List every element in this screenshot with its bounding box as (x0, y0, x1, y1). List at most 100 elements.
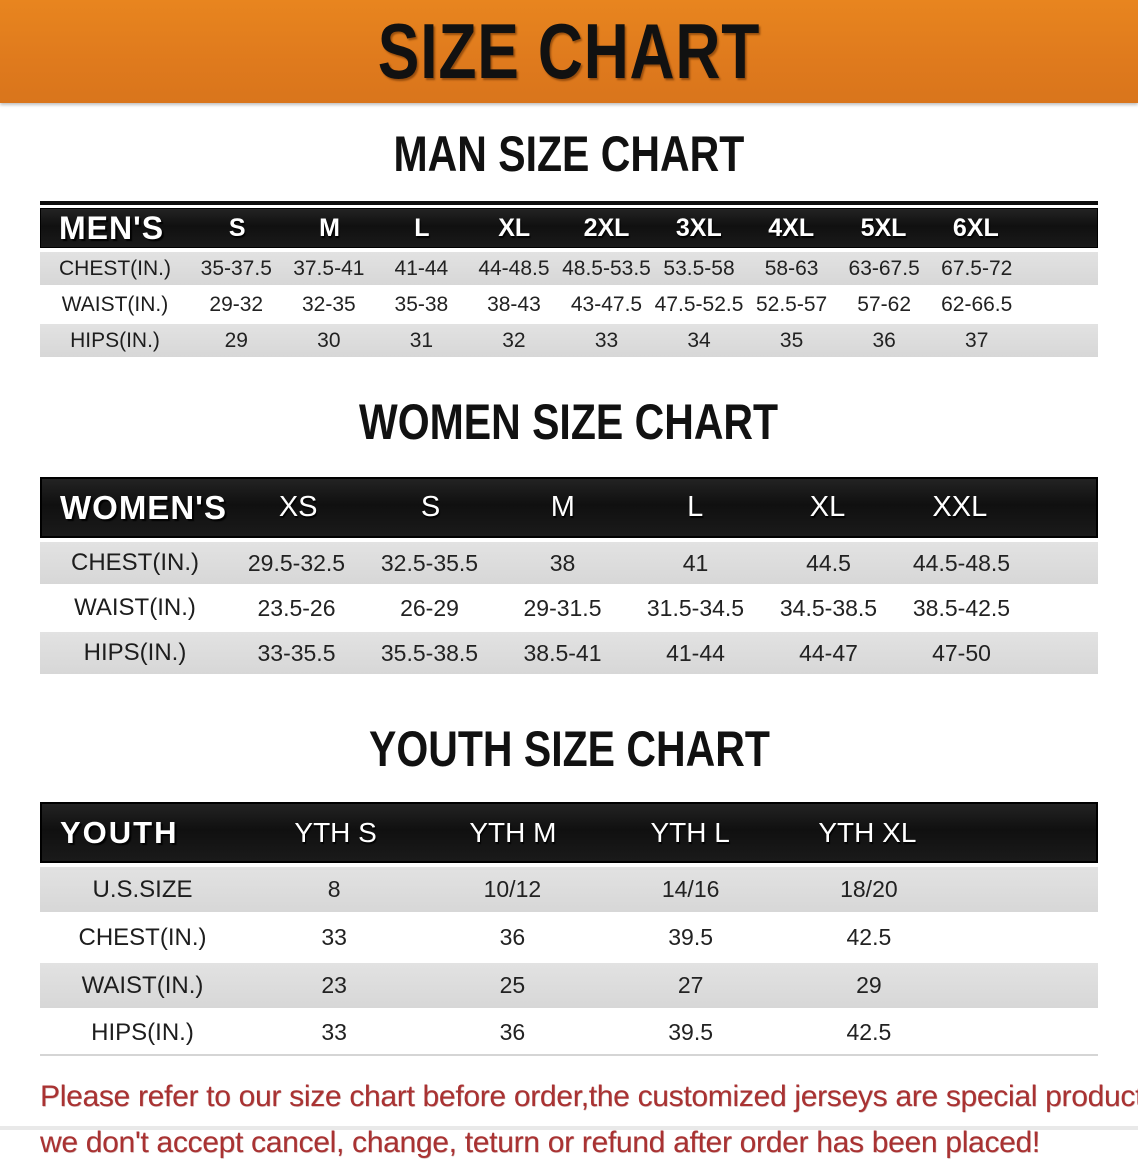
table-cell: 38 (549, 549, 576, 576)
section-title-text: YOUTH SIZE CHART (368, 721, 770, 777)
table-cell: 25 (499, 972, 526, 998)
column-header: XS (278, 491, 318, 523)
table-cell: 14/16 (661, 876, 720, 902)
table-row: HIPS(IN.) 33 36 39.5 42.5 (40, 1011, 1098, 1056)
youth-size-table: YOUTH YTH S YTH M YTH L YTH XL U.S.SIZE 8 10/12… (40, 802, 1098, 1056)
row-label: HIPS(IN.) (91, 1018, 194, 1046)
table-cell: 39.5 (668, 1019, 713, 1045)
table-cell: 47.5-52.5 (654, 292, 744, 316)
section-mens: MAN SIZE CHART MEN'S S M L XL 2XL 3XL 4XL 5XL 6XL C… (0, 125, 1138, 357)
table-cell: 33 (321, 924, 347, 950)
table-cell: 29-31.5 (523, 594, 602, 621)
row-label: CHEST(IN.) (71, 549, 199, 576)
table-cell: 44.5 (806, 549, 851, 576)
table-cell: 8 (327, 876, 341, 902)
table-cell: 33 (321, 1019, 347, 1045)
womens-size-table: WOMEN'S XS S M L XL XXL CHEST(IN.) 29.5-32.5 32.5… (40, 477, 1098, 674)
table-cell: 41 (682, 549, 709, 576)
table-cell: 29 (856, 972, 882, 998)
column-header: YTH M (469, 816, 557, 848)
table-cell: 36 (872, 328, 896, 352)
youth-header-label: YOUTH (60, 814, 179, 850)
table-cell: 26-29 (400, 594, 459, 621)
table-cell: 38.5-42.5 (912, 594, 1011, 621)
mens-table-header-row: MEN'S S M L XL 2XL 3XL 4XL 5XL 6XL (40, 208, 1098, 248)
size-chart-sections: MAN SIZE CHART MEN'S S M L XL 2XL 3XL 4XL 5XL 6XL C… (0, 125, 1138, 1056)
section-youth: YOUTH SIZE CHART YOUTH YTH S YTH M YTH L YTH … (0, 720, 1138, 1056)
table-row: WAIST(IN.) 29-32 32-35 35-38 38-43 43-47.5 47.… (40, 288, 1098, 321)
table-cell: 10/12 (483, 876, 542, 902)
section-title-text: MAN SIZE CHART (393, 126, 745, 182)
column-header: M (550, 491, 575, 523)
table-cell: 41-44 (394, 256, 449, 280)
section-title-womens: WOMEN SIZE CHART (0, 393, 1138, 451)
table-cell: 31.5-34.5 (646, 594, 745, 621)
table-row: HIPS(IN.) 29 30 31 32 33 34 35 36 37 (40, 324, 1098, 357)
disclaimer: Please refer to our size chart before or… (40, 1074, 1138, 1166)
section-title-youth: YOUTH SIZE CHART (0, 720, 1138, 778)
table-cell: 35 (779, 328, 804, 352)
womens-table-header-row: WOMEN'S XS S M L XL XXL (40, 477, 1098, 538)
table-cell: 44-48.5 (478, 256, 550, 280)
table-cell: 23.5-26 (257, 594, 336, 621)
table-cell: 53.5-58 (663, 256, 735, 280)
section-womens: WOMEN SIZE CHART WOMEN'S XS S M L XL XXL CHEST(I… (0, 393, 1138, 674)
table-row: U.S.SIZE 8 10/12 14/16 18/20 (40, 867, 1098, 912)
table-cell: 44.5-48.5 (912, 549, 1011, 576)
table-cell: 30 (317, 328, 341, 352)
table-cell: 43-47.5 (570, 292, 643, 316)
column-header: YTH S (294, 816, 377, 848)
table-cell: 63-67.5 (848, 256, 920, 280)
table-cell: 37 (965, 328, 989, 352)
table-cell: 29 (224, 328, 248, 352)
column-header: L (687, 491, 704, 523)
table-cell: 38.5-41 (523, 639, 602, 666)
table-cell: 44-47 (799, 639, 858, 666)
youth-table-header-row: YOUTH YTH S YTH M YTH L YTH XL (40, 802, 1098, 863)
column-header: S (228, 213, 246, 242)
table-cell: 35-38 (394, 292, 449, 316)
column-header: 6XL (952, 213, 999, 242)
table-cell: 31 (409, 328, 434, 352)
table-cell: 32-35 (301, 292, 356, 316)
table-cell: 32.5-35.5 (380, 549, 479, 576)
table-row: CHEST(IN.) 33 36 39.5 42.5 (40, 915, 1098, 960)
table-cell: 38-43 (487, 292, 541, 316)
table-row: HIPS(IN.) 33-35.5 35.5-38.5 38.5-41 41-44 44-… (40, 632, 1098, 674)
table-cell: 47-50 (932, 639, 991, 666)
column-header: M (319, 213, 340, 242)
table-cell: 48.5-53.5 (562, 256, 651, 280)
table-row: WAIST(IN.) 23.5-26 26-29 29-31.5 31.5-34.5 34… (40, 587, 1098, 629)
table-cell: 36 (499, 1019, 526, 1045)
row-label: WAIST(IN.) (81, 971, 204, 999)
table-cell: 57-62 (857, 292, 912, 316)
row-label: U.S.SIZE (92, 875, 193, 903)
table-cell: 58-63 (764, 256, 819, 280)
table-cell: 52.5-57 (755, 292, 828, 316)
womens-header-label: WOMEN'S (60, 488, 228, 526)
section-title-mens: MAN SIZE CHART (0, 125, 1138, 183)
bottom-divider (0, 1126, 1138, 1130)
column-header: YTH L (650, 816, 730, 848)
table-cell: 29.5-32.5 (247, 549, 346, 576)
table-cell: 29-32 (209, 292, 264, 316)
table-cell: 34.5-38.5 (779, 594, 878, 621)
mens-size-table: MEN'S S M L XL 2XL 3XL 4XL 5XL 6XL CHEST(IN.) 35-37… (40, 201, 1098, 357)
row-label: CHEST(IN.) (59, 256, 171, 280)
row-label: HIPS(IN.) (83, 639, 187, 666)
column-header: XL (498, 213, 531, 242)
table-cell: 36 (499, 924, 526, 950)
table-cell: 23 (321, 972, 347, 998)
table-cell: 62-66.5 (941, 292, 1013, 316)
table-cell: 35-37.5 (200, 256, 272, 280)
row-label: HIPS(IN.) (70, 328, 160, 352)
banner-title: SIZE CHART (377, 7, 761, 95)
column-header: L (414, 213, 430, 242)
column-header: 4XL (768, 213, 815, 242)
size-chart-banner: SIZE CHART (0, 0, 1138, 103)
table-row: CHEST(IN.) 35-37.5 37.5-41 41-44 44-48.5 48.5… (40, 252, 1098, 285)
column-header: 5XL (860, 213, 907, 242)
table-cell: 27 (677, 972, 704, 998)
column-header: 2XL (583, 213, 630, 242)
table-cell: 67.5-72 (941, 256, 1013, 280)
